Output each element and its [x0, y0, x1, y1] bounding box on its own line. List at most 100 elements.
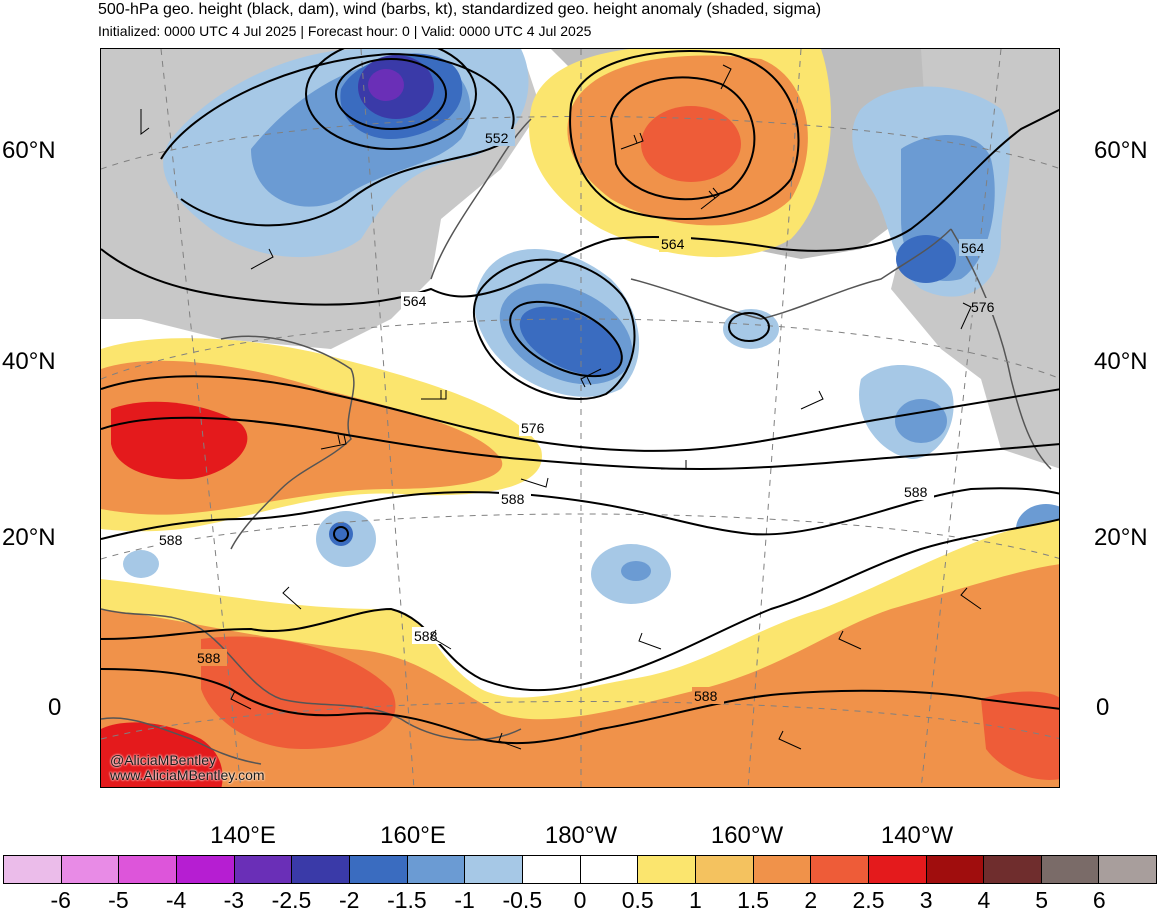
colorbar-label: 2: [804, 887, 818, 913]
wind-barbs: [140, 64, 982, 750]
wind-barb: [421, 390, 447, 400]
lon-label-140w: 140°W: [880, 822, 954, 849]
wind-barb: [838, 630, 862, 650]
contour-np-low-inner: [509, 300, 623, 378]
lat-label-0-left: 0: [48, 694, 62, 721]
lon-label-140e: 140°E: [210, 822, 276, 849]
contour-588-south: [101, 518, 1059, 692]
contour-label: 564: [403, 293, 427, 309]
coast-islands-tropics: [101, 608, 522, 741]
lat-label-40n-right: 40°N: [1094, 348, 1148, 375]
colorbar-cell: [638, 856, 696, 883]
colorbar-cell: [407, 856, 466, 883]
lat-label-60n-left: 60°N: [2, 137, 56, 164]
graticule-lat-20: [101, 513, 1059, 560]
colorbar-cell: [1041, 856, 1100, 883]
colorbar-label: -4: [165, 887, 187, 913]
map-title: 500-hPa geo. height (black, dam), wind (…: [98, 1, 822, 18]
anomaly-bc-low-core: [895, 399, 947, 443]
colorbar-cell: [465, 856, 523, 883]
colorbar-label: 3: [919, 887, 933, 913]
colorbar-cell: [580, 856, 639, 883]
graticule-lon-160w: [747, 49, 802, 787]
lat-label-0-right: 0: [1096, 694, 1110, 721]
colorbar-label: 1: [688, 887, 702, 913]
contour-alaska-high-2: [609, 76, 756, 201]
wind-barb: [960, 587, 982, 610]
lon-label-180w: 180°W: [544, 822, 618, 849]
colorbar-cell: [176, 856, 235, 883]
colorbar-cell: [61, 856, 120, 883]
wind-barb: [620, 132, 644, 150]
graticule-lat-60: [101, 116, 1059, 170]
contour-label: 588: [501, 491, 525, 507]
lon-label-160e: 160°E: [380, 822, 446, 849]
contour-label: 564: [961, 240, 985, 256]
graticule-lon-160e: [360, 49, 415, 787]
anomaly-east-tropical-core: [981, 691, 1059, 780]
wind-barb: [700, 187, 720, 210]
contour-kamchatka-low: [305, 49, 477, 150]
colorbar-label: 5: [1035, 887, 1048, 913]
wind-barb: [282, 586, 302, 610]
contour-label-group: 552 564 564 564 576 576 588 588 588 588 …: [157, 129, 1001, 704]
wind-barb: [498, 732, 522, 750]
coast-alaska: [630, 228, 952, 320]
coast-new-guinea: [101, 717, 262, 765]
contour-label: 588: [414, 628, 438, 644]
colorbar-label: -2: [338, 887, 360, 913]
map-canvas: 552 564 564 564 576 576 588 588 588 588 …: [101, 49, 1059, 787]
wind-barb: [430, 629, 452, 650]
contour-564-west: [101, 108, 1059, 306]
anomaly-taiwan-low: [123, 550, 159, 578]
colorbar-cell: [695, 856, 754, 883]
anomaly-alaska-core: [641, 106, 741, 182]
colorbar-label: 1.5: [737, 887, 770, 913]
colorbar-cell: [349, 856, 408, 883]
colorbar-label: -1.5: [387, 887, 427, 913]
lat-label-20n-left: 20°N: [2, 524, 56, 551]
colorbar-cell: [926, 856, 985, 883]
wind-barb: [320, 434, 347, 450]
colorbar-cell: [1099, 856, 1157, 883]
lon-label-160w: 160°W: [710, 822, 784, 849]
lat-label-40n-left: 40°N: [2, 348, 56, 375]
lat-label-20n-right: 20°N: [1094, 524, 1148, 551]
colorbar-cell: [753, 856, 812, 883]
colorbar-cell: [522, 856, 581, 883]
colorbar-label: -0.5: [502, 887, 543, 913]
colorbar-label: -6: [50, 887, 71, 913]
graticule-lon-140w: [920, 49, 1002, 787]
colorbar-cell: [234, 856, 293, 883]
colorbar-label: 0.5: [621, 887, 654, 913]
contour-np-low-outer: [473, 258, 636, 400]
map-panel: 552 564 564 564 576 576 588 588 588 588 …: [100, 48, 1060, 788]
colorbar-cell: [984, 856, 1042, 883]
colorbar-label: 4: [977, 887, 991, 913]
contour-label: 588: [159, 532, 183, 548]
contour-alaska-high: [569, 50, 800, 220]
coast-east-asia: [220, 335, 355, 550]
watermark-handle: @AliciaMBentley: [110, 752, 217, 768]
contour-label: 576: [521, 420, 545, 436]
anomaly-tropical-core: [201, 636, 396, 749]
wind-barb: [638, 632, 662, 650]
wind-barb: [661, 460, 687, 470]
contour-label: 576: [971, 299, 995, 315]
colorbar-label: -3: [223, 887, 245, 913]
colorbar-label: -5: [108, 887, 129, 913]
colorbar-label: 2.5: [852, 887, 885, 913]
colorbar-cell: [4, 856, 62, 883]
height-contours: [101, 49, 1059, 745]
anomaly-np-low-core: [519, 306, 623, 376]
anomaly-west-pacific-core: [111, 401, 248, 480]
contour-576-west: [101, 375, 1059, 452]
contour-576-mid: [101, 416, 1059, 471]
wind-barb: [778, 730, 802, 750]
wind-barb: [230, 690, 252, 710]
colorbar-label: -2.5: [271, 887, 312, 913]
colorbar: [3, 855, 1157, 884]
watermark-url: www.AliciaMBentley.com: [110, 767, 265, 783]
anomaly-central-low-core: [621, 561, 651, 581]
anomaly-small-low: [723, 309, 779, 349]
